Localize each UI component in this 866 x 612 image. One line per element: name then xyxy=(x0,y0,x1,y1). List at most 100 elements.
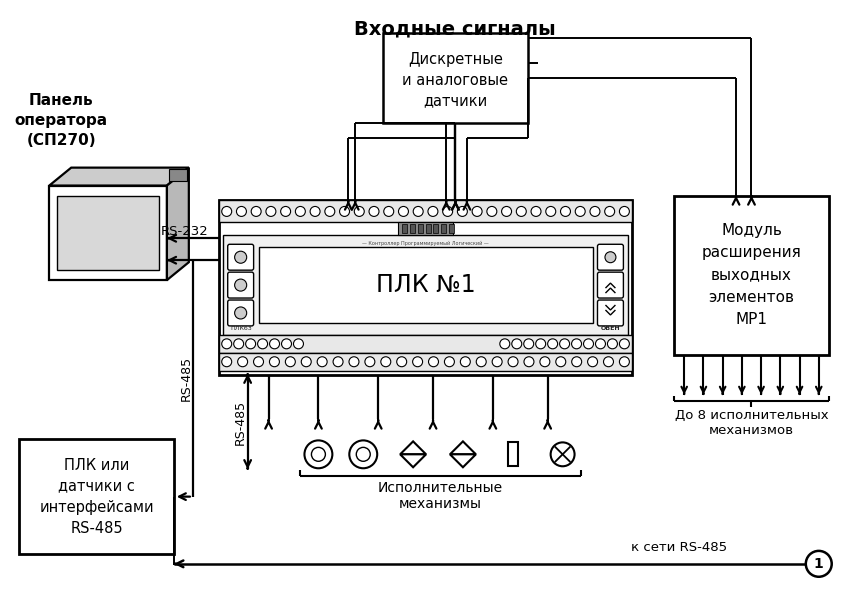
Circle shape xyxy=(246,339,255,349)
Circle shape xyxy=(281,206,291,217)
Circle shape xyxy=(354,206,365,217)
Text: RS-485: RS-485 xyxy=(234,400,247,444)
Circle shape xyxy=(472,206,482,217)
Circle shape xyxy=(369,206,379,217)
Bar xyxy=(57,195,159,270)
Circle shape xyxy=(349,441,378,468)
Bar xyxy=(259,247,592,323)
Circle shape xyxy=(294,339,303,349)
Circle shape xyxy=(312,447,326,461)
Circle shape xyxy=(559,339,570,349)
Text: Модуль
расширения
выходных
элементов
МР1: Модуль расширения выходных элементов МР1 xyxy=(701,223,801,327)
Circle shape xyxy=(235,251,247,263)
Circle shape xyxy=(584,339,593,349)
Circle shape xyxy=(607,339,617,349)
FancyBboxPatch shape xyxy=(228,244,254,270)
Circle shape xyxy=(428,206,438,217)
Circle shape xyxy=(805,551,831,577)
Bar xyxy=(169,169,187,181)
Circle shape xyxy=(251,206,262,217)
Circle shape xyxy=(257,339,268,349)
Circle shape xyxy=(381,357,391,367)
Circle shape xyxy=(412,357,423,367)
Circle shape xyxy=(301,357,311,367)
Circle shape xyxy=(604,357,613,367)
Circle shape xyxy=(560,206,571,217)
Circle shape xyxy=(235,307,247,319)
Circle shape xyxy=(269,339,280,349)
Circle shape xyxy=(269,357,280,367)
Text: Исполнительные
механизмы: Исполнительные механизмы xyxy=(378,481,503,512)
Circle shape xyxy=(222,206,232,217)
Circle shape xyxy=(397,357,407,367)
Circle shape xyxy=(540,357,550,367)
Bar xyxy=(675,195,829,355)
Circle shape xyxy=(457,206,468,217)
Text: RS-485: RS-485 xyxy=(179,356,192,401)
Text: ПЛК63: ПЛК63 xyxy=(230,326,253,331)
Bar xyxy=(219,201,632,375)
Circle shape xyxy=(339,206,350,217)
Bar xyxy=(425,225,430,233)
Circle shape xyxy=(487,206,497,217)
Polygon shape xyxy=(450,441,476,454)
Circle shape xyxy=(516,206,527,217)
Bar xyxy=(219,335,632,353)
Circle shape xyxy=(512,339,521,349)
Circle shape xyxy=(222,357,232,367)
Bar xyxy=(383,33,527,123)
Text: к сети RS-485: к сети RS-485 xyxy=(631,541,727,554)
Circle shape xyxy=(413,206,423,217)
Polygon shape xyxy=(400,454,426,468)
Circle shape xyxy=(619,339,630,349)
Text: ПЛК или
датчики с
интерфейсами
RS-485: ПЛК или датчики с интерфейсами RS-485 xyxy=(39,458,154,536)
Text: Панель
оператора
(СП270): Панель оператора (СП270) xyxy=(15,93,108,147)
Bar xyxy=(433,225,438,233)
FancyBboxPatch shape xyxy=(228,300,254,326)
Circle shape xyxy=(429,357,438,367)
Circle shape xyxy=(500,339,510,349)
Polygon shape xyxy=(450,454,476,468)
Circle shape xyxy=(234,339,243,349)
Circle shape xyxy=(286,357,295,367)
Circle shape xyxy=(384,206,394,217)
Circle shape xyxy=(237,357,248,367)
Circle shape xyxy=(501,206,512,217)
Circle shape xyxy=(524,339,533,349)
Circle shape xyxy=(531,206,541,217)
FancyBboxPatch shape xyxy=(228,272,254,298)
Bar xyxy=(449,225,454,233)
Circle shape xyxy=(333,357,343,367)
Circle shape xyxy=(588,357,598,367)
Circle shape xyxy=(235,279,247,291)
Circle shape xyxy=(556,357,565,367)
Text: RS-232: RS-232 xyxy=(161,225,209,238)
Circle shape xyxy=(508,357,518,367)
Circle shape xyxy=(317,357,327,367)
Circle shape xyxy=(325,206,335,217)
Circle shape xyxy=(596,339,605,349)
Circle shape xyxy=(236,206,247,217)
Circle shape xyxy=(295,206,306,217)
Circle shape xyxy=(575,206,585,217)
Circle shape xyxy=(572,339,582,349)
Circle shape xyxy=(590,206,600,217)
Bar xyxy=(219,353,632,371)
Circle shape xyxy=(365,357,375,367)
Circle shape xyxy=(281,339,292,349)
Circle shape xyxy=(546,206,556,217)
Circle shape xyxy=(524,357,534,367)
Circle shape xyxy=(305,441,333,468)
Circle shape xyxy=(461,357,470,367)
Text: До 8 исполнительных
механизмов: До 8 исполнительных механизмов xyxy=(675,409,828,436)
Text: Дискретные
и аналоговые
датчики: Дискретные и аналоговые датчики xyxy=(403,51,508,108)
Circle shape xyxy=(254,357,263,367)
Circle shape xyxy=(476,357,486,367)
Bar xyxy=(49,185,167,280)
Circle shape xyxy=(572,357,582,367)
Text: — Контроллер Программируемый Логический —: — Контроллер Программируемый Логический … xyxy=(362,241,489,247)
Bar xyxy=(441,225,446,233)
Circle shape xyxy=(604,206,615,217)
Text: Входные сигналы: Входные сигналы xyxy=(354,20,556,39)
Text: ПЛК №1: ПЛК №1 xyxy=(376,273,475,297)
